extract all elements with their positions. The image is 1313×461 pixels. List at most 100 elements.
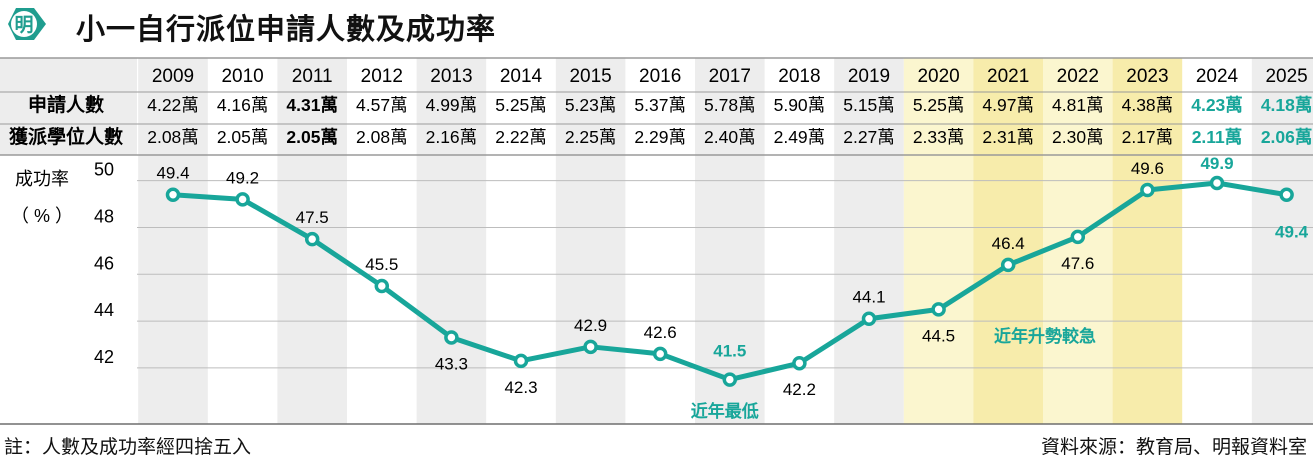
allocated-2009: 2.08萬 (147, 127, 199, 147)
applicants-2023: 4.38萬 (1122, 95, 1174, 115)
header: 明 小一自行派位申請人數及成功率 (0, 0, 1313, 46)
value-label-2025: 49.4 (1275, 223, 1309, 242)
value-label-2010: 49.2 (226, 168, 259, 187)
value-label-2022: 47.6 (1061, 254, 1094, 273)
logo-text: 明 (14, 14, 33, 36)
year-header-2012: 2012 (361, 66, 403, 87)
allocated-2019: 2.27萬 (843, 127, 895, 147)
point-2021 (1000, 257, 1016, 273)
point-2020 (931, 302, 946, 317)
y-tick-50: 50 (94, 160, 114, 180)
value-label-2019: 44.1 (852, 288, 885, 307)
point-2023 (1140, 182, 1155, 198)
year-header-2018: 2018 (778, 66, 820, 87)
year-header-2015: 2015 (569, 66, 611, 87)
allocated-2025: 2.06萬 (1261, 127, 1313, 147)
value-label-2014: 42.3 (504, 378, 537, 397)
column-bg-2025 (1251, 58, 1313, 424)
year-header-2009: 2009 (152, 66, 194, 87)
point-2024 (1209, 175, 1225, 191)
applicants-2021: 4.97萬 (982, 95, 1034, 115)
value-label-2013: 43.3 (435, 354, 468, 373)
applicants-2019: 5.15萬 (843, 95, 895, 115)
point-2017 (722, 372, 738, 387)
year-header-2023: 2023 (1126, 66, 1168, 87)
year-header-2025: 2025 (1265, 66, 1307, 87)
applicants-2017: 5.78萬 (704, 95, 756, 115)
footnote: 註：人數及成功率經四捨五入 (4, 437, 252, 458)
value-label-2024: 49.9 (1200, 154, 1233, 173)
applicants-2024: 4.23萬 (1191, 95, 1243, 115)
grid-lines (0, 57, 1313, 425)
allocated-2012: 2.08萬 (356, 127, 408, 147)
allocated-2016: 2.29萬 (634, 127, 686, 147)
applicants-2018: 5.90萬 (774, 95, 826, 115)
value-label-2023: 49.6 (1131, 159, 1164, 178)
applicants-2016: 5.37萬 (634, 95, 686, 115)
row-header-bg (0, 58, 137, 155)
point-2015 (583, 339, 598, 355)
year-header-2010: 2010 (221, 66, 263, 87)
allocated-2014: 2.22萬 (495, 127, 547, 147)
success-rate-series (165, 175, 1294, 387)
value-label-2017: 41.5 (713, 342, 746, 361)
value-label-2009: 49.4 (156, 164, 189, 183)
column-bg-2009 (138, 58, 208, 424)
point-2025 (1279, 187, 1294, 202)
allocated-2017: 2.40萬 (704, 127, 756, 147)
allocated-2013: 2.16萬 (426, 127, 478, 147)
applicants-2013: 4.99萬 (426, 95, 478, 115)
year-header-2016: 2016 (639, 66, 681, 87)
applicants-2011: 4.31萬 (286, 95, 338, 115)
point-2014 (513, 353, 529, 369)
row-label-allocated: 獲派學位人數 (9, 125, 123, 148)
point-2016 (652, 346, 668, 362)
column-bg-2020 (903, 58, 974, 424)
value-label-2015: 42.9 (574, 316, 607, 335)
point-2009 (165, 187, 181, 202)
annotation-lowest: 近年最低 (691, 401, 759, 421)
allocated-2010: 2.05萬 (217, 127, 269, 147)
applicants-2009: 4.22萬 (147, 95, 199, 115)
value-label-2018: 42.2 (783, 380, 816, 399)
annotations: 近年最低 近年升勢較急 (691, 326, 1096, 421)
value-label-2021: 46.4 (992, 234, 1025, 253)
page-title: 小一自行派位申請人數及成功率 (76, 14, 497, 46)
y-axis-unit: （ % ） (11, 206, 73, 226)
year-header-2013: 2013 (430, 66, 472, 87)
applicants-2022: 4.81萬 (1052, 95, 1104, 115)
column-bg-2019 (834, 58, 904, 424)
column-backgrounds (0, 58, 1313, 424)
allocated-2015: 2.25萬 (565, 127, 617, 147)
y-tick-48: 48 (94, 206, 114, 226)
applicants-2015: 5.23萬 (565, 95, 617, 115)
point-2022 (1070, 229, 1086, 245)
applicants-2010: 4.16萬 (217, 95, 269, 115)
year-header-2020: 2020 (917, 66, 959, 87)
y-tick-46: 46 (94, 253, 114, 273)
column-bg-2017 (695, 58, 765, 424)
value-label-2016: 42.6 (644, 323, 677, 342)
point-2019 (861, 311, 877, 326)
year-header-2021: 2021 (987, 66, 1029, 87)
column-bg-2023 (1112, 58, 1183, 424)
year-header-2011: 2011 (292, 66, 333, 87)
allocated-2023: 2.17萬 (1122, 127, 1174, 147)
allocated-2022: 2.30萬 (1052, 127, 1104, 147)
value-label-2012: 45.5 (365, 255, 398, 274)
applicants-2020: 5.25萬 (913, 95, 965, 115)
column-bg-2013 (416, 58, 487, 424)
point-2012 (374, 278, 390, 294)
point-2013 (444, 330, 459, 345)
point-2018 (792, 355, 807, 371)
applicants-2014: 5.25萬 (495, 95, 547, 115)
row-label-applicants: 申請人數 (28, 93, 104, 116)
year-header-2022: 2022 (1057, 66, 1099, 87)
allocated-2020: 2.33萬 (913, 127, 965, 147)
year-header-2024: 2024 (1196, 66, 1239, 87)
y-tick-44: 44 (94, 300, 114, 320)
year-header-2014: 2014 (500, 66, 543, 87)
annotation-rising: 近年升勢較急 (994, 326, 1096, 346)
point-2010 (235, 192, 250, 207)
